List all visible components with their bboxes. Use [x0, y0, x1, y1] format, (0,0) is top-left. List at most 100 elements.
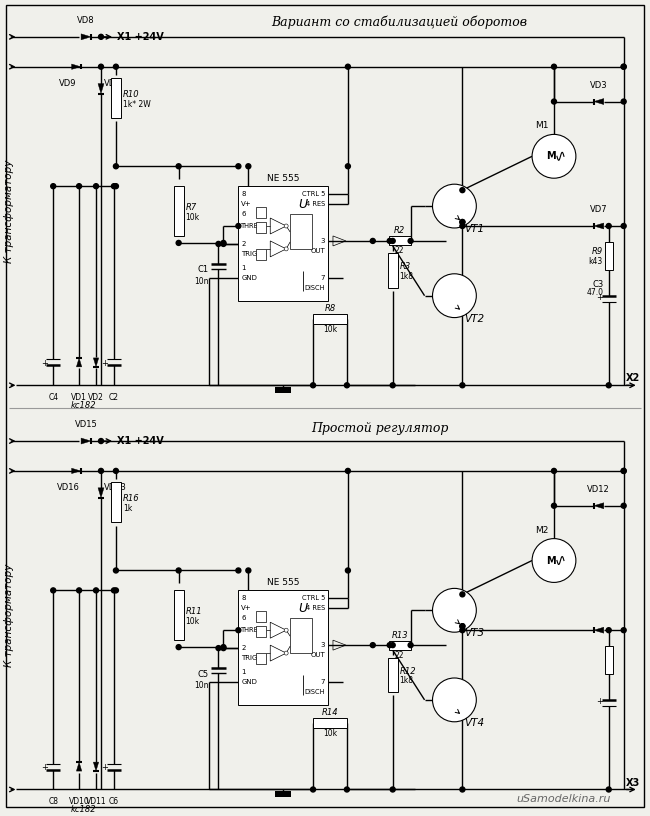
- Circle shape: [99, 438, 103, 444]
- Bar: [604, 242, 613, 270]
- Text: 1: 1: [241, 669, 246, 675]
- Circle shape: [114, 184, 118, 188]
- Text: R: R: [259, 631, 263, 636]
- Circle shape: [370, 238, 375, 243]
- Bar: [290, 214, 312, 249]
- Circle shape: [216, 645, 221, 650]
- Text: 1: 1: [241, 265, 246, 271]
- Text: M: M: [546, 556, 556, 565]
- Circle shape: [408, 238, 413, 243]
- Polygon shape: [594, 99, 604, 104]
- Circle shape: [370, 643, 375, 648]
- Bar: [275, 792, 291, 797]
- Circle shape: [176, 164, 181, 169]
- Text: R10: R10: [123, 90, 140, 99]
- Circle shape: [221, 242, 226, 246]
- Text: 1k8: 1k8: [400, 676, 413, 685]
- Circle shape: [432, 184, 476, 228]
- Polygon shape: [594, 503, 604, 508]
- Text: R7: R7: [186, 202, 197, 211]
- Circle shape: [408, 643, 413, 648]
- Circle shape: [606, 628, 611, 632]
- Circle shape: [111, 184, 116, 188]
- Text: VT4: VT4: [464, 718, 484, 728]
- Bar: [389, 641, 411, 650]
- Bar: [290, 619, 312, 653]
- Text: 4 RES: 4 RES: [306, 201, 325, 207]
- Text: VD11: VD11: [86, 797, 107, 806]
- Text: +: +: [41, 763, 47, 772]
- Circle shape: [460, 623, 465, 628]
- Circle shape: [551, 468, 556, 473]
- Bar: [111, 78, 121, 118]
- Text: R: R: [291, 229, 295, 234]
- Polygon shape: [77, 762, 82, 771]
- Polygon shape: [77, 358, 82, 367]
- Text: QRES: QRES: [291, 219, 306, 224]
- Circle shape: [176, 568, 181, 573]
- Text: 3: 3: [320, 238, 325, 244]
- Text: 1k* 2W: 1k* 2W: [123, 100, 151, 109]
- Polygon shape: [81, 438, 91, 444]
- Text: X2: X2: [626, 373, 640, 384]
- Text: 1k8: 1k8: [400, 273, 413, 282]
- Circle shape: [551, 99, 556, 104]
- Polygon shape: [72, 468, 81, 473]
- Circle shape: [176, 645, 181, 650]
- Circle shape: [432, 588, 476, 632]
- Text: VD13: VD13: [104, 483, 127, 492]
- Text: R16: R16: [123, 494, 140, 503]
- Text: C5: C5: [198, 669, 209, 679]
- Text: VD2: VD2: [88, 393, 104, 402]
- Circle shape: [246, 164, 251, 169]
- Circle shape: [551, 503, 556, 508]
- Text: U: U: [298, 601, 307, 614]
- Polygon shape: [81, 33, 91, 40]
- Circle shape: [221, 241, 226, 246]
- Circle shape: [551, 64, 556, 69]
- Circle shape: [99, 34, 103, 39]
- Polygon shape: [94, 762, 99, 771]
- Circle shape: [460, 628, 465, 632]
- Text: S: S: [291, 239, 295, 245]
- Text: +: +: [101, 359, 109, 368]
- Text: 22: 22: [395, 650, 404, 659]
- Circle shape: [621, 468, 626, 473]
- Text: VD15: VD15: [75, 420, 98, 429]
- Text: VT1: VT1: [464, 224, 484, 234]
- Text: R: R: [259, 211, 263, 216]
- Text: VD16: VD16: [57, 483, 79, 492]
- Circle shape: [606, 383, 611, 388]
- Text: R: R: [259, 658, 263, 663]
- Circle shape: [460, 220, 465, 224]
- Text: VT3: VT3: [464, 628, 484, 638]
- Text: 7: 7: [320, 679, 325, 685]
- Text: k43: k43: [588, 257, 603, 266]
- Circle shape: [432, 678, 476, 722]
- Circle shape: [606, 224, 611, 228]
- Bar: [387, 658, 398, 693]
- Text: 1k: 1k: [123, 503, 132, 512]
- Text: GND: GND: [241, 275, 257, 281]
- Circle shape: [51, 588, 56, 593]
- Circle shape: [390, 238, 395, 243]
- Text: +: +: [41, 359, 47, 368]
- Text: THRES: THRES: [241, 628, 263, 633]
- Circle shape: [236, 628, 241, 632]
- Circle shape: [114, 588, 118, 593]
- Circle shape: [460, 220, 465, 224]
- Polygon shape: [72, 64, 81, 69]
- Text: 6: 6: [241, 615, 246, 621]
- Circle shape: [532, 135, 576, 178]
- Text: R11: R11: [186, 607, 202, 616]
- Text: Вариант со стабилизацией оборотов: Вариант со стабилизацией оборотов: [272, 16, 528, 29]
- Text: VD9: VD9: [59, 78, 77, 87]
- Text: R: R: [259, 227, 263, 232]
- Bar: [256, 249, 266, 259]
- Text: К трансформатору: К трансформатору: [5, 159, 14, 263]
- Circle shape: [460, 787, 465, 792]
- Text: M: M: [546, 151, 556, 162]
- Text: +: +: [101, 763, 109, 772]
- Text: OUT: OUT: [310, 652, 325, 658]
- Text: C2: C2: [109, 393, 119, 402]
